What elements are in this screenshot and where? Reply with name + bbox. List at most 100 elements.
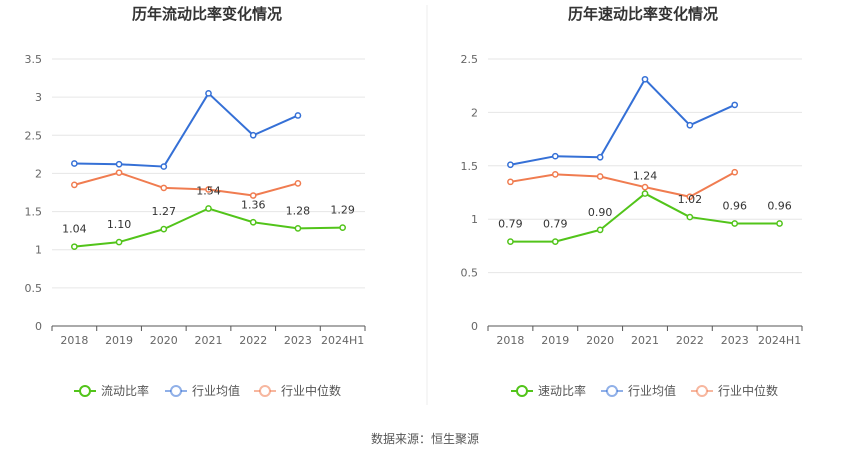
data-label: 0.96 [722,199,747,212]
y-tick-label: 0.5 [25,282,43,295]
y-tick-label: 0.5 [461,267,479,280]
y-tick-label: 1.5 [25,206,43,219]
data-point-industry_median [249,192,257,199]
legend-item-company[interactable]: 速动比率 [511,383,586,398]
y-tick-label: 2 [471,106,478,119]
data-point-industry_avg [115,160,123,168]
data-label: 1.36 [241,198,266,211]
legend-label: 行业均值 [192,383,240,398]
y-tick-label: 2.5 [25,129,43,142]
y-tick-label: 0 [471,320,478,333]
data-label: 1.10 [107,218,132,231]
y-tick-label: 3.5 [25,53,43,66]
data-label: 1.29 [330,204,355,217]
x-tick-label: 2020 [150,334,178,347]
data-point-company [641,190,649,197]
x-tick-label: 2019 [105,334,133,347]
legend-label: 行业中位数 [718,383,778,398]
data-label: 1.54 [196,185,221,198]
data-point-company [115,238,123,246]
x-tick-label: 2018 [496,334,524,347]
data-point-company [71,243,78,251]
data-point-industry_avg [686,121,694,129]
data-point-industry_avg [294,112,302,119]
x-tick-label: 2018 [60,334,88,347]
data-point-industry_median [160,184,168,192]
data-point-industry_median [686,193,694,201]
legend-item-industry_median[interactable]: 行业中位数 [254,383,341,398]
data-label: 0.79 [498,218,523,231]
legend-item-company[interactable]: 流动比率 [74,383,149,398]
data-label: 1.02 [678,193,703,206]
data-point-company [339,224,346,231]
series-line-industry_avg [74,92,299,168]
data-point-industry_avg [507,161,514,169]
data-point-company [205,205,212,212]
legend-label: 行业均值 [628,383,676,398]
series-line-industry_avg [510,78,736,166]
data-point-industry_median [71,181,78,189]
legend-label: 速动比率 [538,383,586,398]
legend-item-industry_median[interactable]: 行业中位数 [691,383,778,398]
data-point-company [249,218,257,226]
x-tick-label: 2019 [541,334,569,347]
legend-marker [79,385,91,397]
chart-title: 历年速动比率变化情况 [568,5,718,23]
x-tick-label: 2023 [284,334,312,347]
data-point-industry_median [507,178,514,186]
legend-marker [170,385,182,397]
x-tick-label: 2020 [586,334,614,347]
legend-marker [259,385,271,397]
legend-marker [516,385,528,397]
x-tick-label: 2022 [676,334,704,347]
x-tick-label: 2022 [239,334,267,347]
data-point-company [507,238,514,245]
y-tick-label: 0 [35,320,42,333]
y-tick-label: 2.5 [461,53,479,66]
data-point-company [551,238,559,245]
data-point-industry_median [596,173,604,180]
legend-marker [696,385,708,397]
data-point-industry_avg [160,163,168,170]
quick-ratio-chart: 历年速动比率变化情况 0 0.5 1 1.5 2 2.5 2018 2019 2020 2021 20… [461,5,803,398]
data-point-industry_median [641,183,649,191]
y-tick-label: 2 [35,167,42,180]
x-tick-label: 2021 [195,334,223,347]
legend-item-industry_avg[interactable]: 行业均值 [601,383,676,398]
data-point-industry_median [205,186,212,193]
data-point-company [596,226,604,234]
data-point-company [160,225,168,233]
series-line-industry_median [74,171,299,197]
data-label: 0.79 [543,218,568,231]
data-label: 0.90 [588,206,613,219]
data-point-industry_avg [731,101,739,109]
data-point-industry_avg [551,152,559,160]
data-label: 1.04 [62,223,87,236]
data-point-industry_avg [596,153,604,161]
data-label: 1.28 [286,204,311,217]
data-point-industry_median [731,168,739,176]
data-point-industry_median [551,170,559,178]
legend-marker [606,385,618,397]
data-point-company [776,220,783,227]
y-tick-label: 3 [35,91,42,104]
data-point-company [731,220,739,227]
data-label: 1.27 [152,205,177,218]
data-point-industry_median [294,179,302,187]
legend-label: 流动比率 [101,383,149,398]
data-point-industry_avg [641,75,649,83]
series-line-industry_median [510,171,736,198]
data-point-company [686,213,694,221]
x-tick-label: 2021 [631,334,659,347]
y-tick-label: 1 [471,213,478,226]
legend-item-industry_avg[interactable]: 行业均值 [165,383,240,398]
x-tick-label: 2023 [721,334,749,347]
data-point-industry_avg [71,160,78,167]
data-label: 1.24 [633,170,658,183]
data-label: 0.96 [767,199,792,212]
current-ratio-chart: 历年流动比率变化情况 0 0.5 1 1.5 2 2.5 3 3.5 2018 2019 2020 20… [25,5,366,398]
data-point-industry_median [115,169,123,177]
y-tick-label: 1.5 [461,160,479,173]
data-point-industry_avg [205,89,212,97]
